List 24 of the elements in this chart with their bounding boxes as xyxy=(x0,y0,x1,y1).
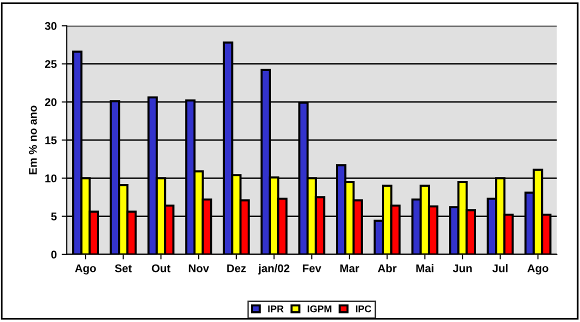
x-tick-label: Fev xyxy=(302,264,322,272)
x-tick-label: jan/02 xyxy=(258,264,290,274)
x-tick-label: Dez xyxy=(227,264,246,272)
x-tick-label: Mar xyxy=(340,264,360,272)
x-tick-label: Out xyxy=(152,264,170,272)
x-tick-label: Ago xyxy=(527,264,548,274)
x-tick-label: Abr xyxy=(378,264,397,272)
y-axis-title: Em % no ano xyxy=(29,106,37,174)
y-tick-label: 25 xyxy=(45,60,57,68)
x-tick-label: Jul xyxy=(492,264,508,272)
y-tick-label: 15 xyxy=(45,136,57,144)
y-tick-label: 10 xyxy=(45,174,57,182)
y-tick-label: 0 xyxy=(51,250,57,259)
y-tick-label: 5 xyxy=(51,212,57,220)
x-tick-label: Nov xyxy=(188,264,210,272)
x-tick-label: Mai xyxy=(416,264,434,272)
legend-label: IGPM xyxy=(308,305,332,312)
legend-label: IPC xyxy=(356,305,372,312)
x-tick-label: Ago xyxy=(75,264,96,274)
y-tick-label: 20 xyxy=(45,98,57,106)
x-tick-label: Set xyxy=(114,264,132,272)
y-tick-label: 30 xyxy=(44,22,57,30)
legend-label: IPR xyxy=(268,306,284,312)
x-tick-label: Jun xyxy=(452,264,472,272)
